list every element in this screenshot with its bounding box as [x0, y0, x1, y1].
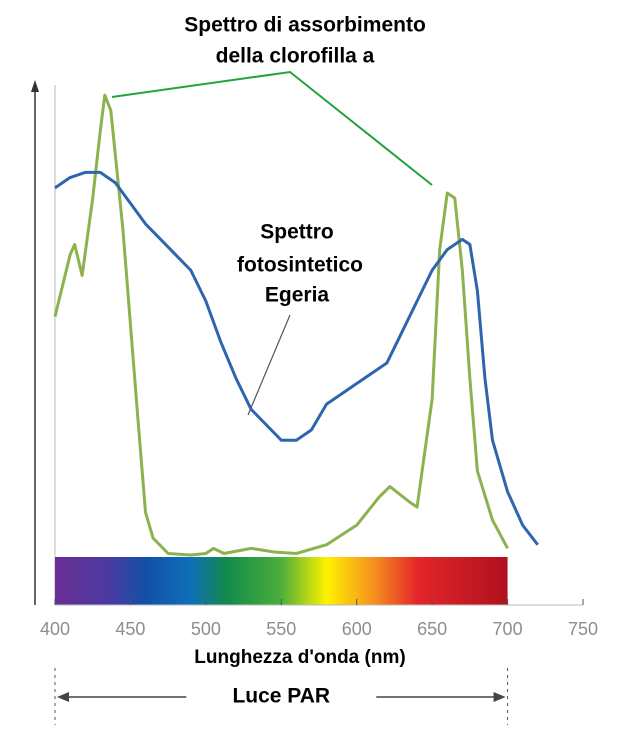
- x-tick-label: 500: [191, 619, 221, 639]
- pointer: [247, 314, 291, 416]
- x-tick-label: 450: [115, 619, 145, 639]
- arrow: [493, 692, 506, 702]
- annotation: Spettro di assorbimento: [184, 14, 426, 37]
- label-bg: [186, 683, 377, 711]
- line: [53, 93, 509, 557]
- arrow: [57, 692, 69, 702]
- x-tick-label: 600: [342, 619, 372, 639]
- line: [54, 170, 539, 546]
- x-tick-label: 550: [266, 619, 296, 639]
- par-label: Luce PAR: [232, 685, 330, 708]
- annotation: fotosintetico: [237, 254, 363, 277]
- pointer: [111, 70, 433, 186]
- x-tick-label: 700: [493, 619, 523, 639]
- spectrum-bar: [55, 557, 508, 605]
- annotation: Egeria: [265, 284, 330, 307]
- x-tick-label: 400: [40, 619, 70, 639]
- x-tick-label: 750: [568, 619, 598, 639]
- arrow: [31, 80, 39, 92]
- annotation: della clorofilla a: [216, 45, 375, 68]
- x-tick-label: 650: [417, 619, 447, 639]
- annotation: Spettro: [260, 221, 334, 244]
- x-axis-label: Lunghezza d'onda (nm): [194, 647, 405, 668]
